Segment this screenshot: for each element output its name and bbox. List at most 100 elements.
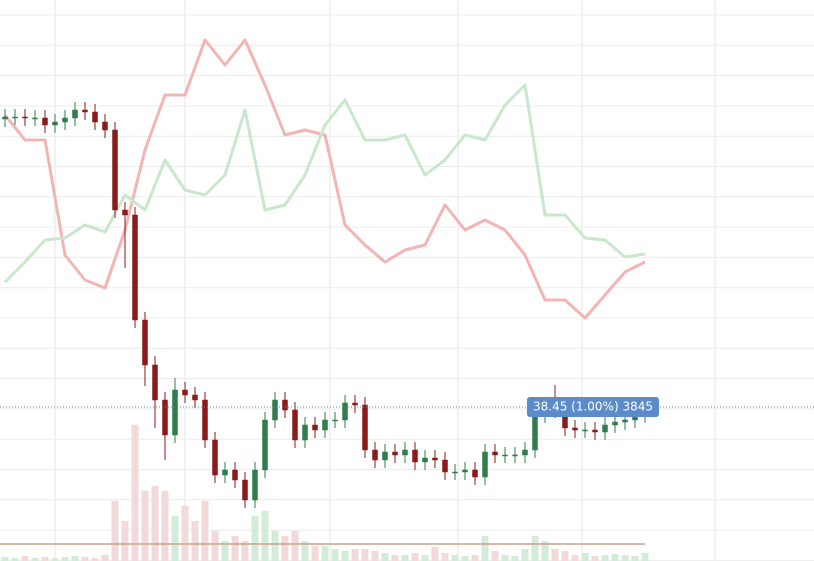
volume-bar [301,540,309,561]
candle-body [262,419,268,471]
candle-body [372,449,378,461]
volume-bar [171,515,179,561]
volume-bar [271,530,279,561]
volume-bar [281,535,289,561]
volume-bar [51,557,59,561]
volume-bar [431,546,439,561]
candle-body [332,419,338,422]
candle-body [2,116,8,120]
volume-bar [131,424,139,561]
volume-bar [251,515,259,561]
candle-body [282,399,288,411]
candle-body [202,399,208,441]
volume-bar [331,548,339,561]
volume-bar [1,556,9,561]
last-price-label: 38.45 (1.00%) 3845 [533,400,653,414]
volume-bar [41,556,49,561]
volume-bar [631,555,639,561]
candle-body [532,414,538,451]
volume-bar [611,553,619,561]
candle-body [82,109,88,113]
candle-body [32,117,38,120]
candle-body [622,419,628,423]
volume-bar [111,500,119,561]
candle-body [522,449,528,456]
candle-body [312,424,318,431]
candle-body [422,457,428,463]
volume-bar [521,548,529,561]
volume-bar [411,552,419,561]
volume-bar [491,550,499,561]
candle-body [492,451,498,456]
volume-bar [101,554,109,561]
candle-body [142,319,148,366]
candle-body [242,479,248,501]
candle-body [612,421,618,426]
candle-body [442,459,448,473]
volume-bar [501,554,509,561]
volume-bar [71,555,79,561]
candle-body [362,404,368,451]
label-layer: 38.45 (1.00%) 3845 [0,397,814,417]
volume-bar [511,555,519,561]
candle-body [322,419,328,431]
volume-bar [441,552,449,561]
candle-body [182,389,188,396]
volume-bar [121,520,129,561]
volume-bar [371,550,379,561]
overlay-line [3,38,646,320]
volume-bar [361,548,369,561]
candle-body [212,439,218,476]
candle-body [592,429,598,433]
candle-body [252,469,258,501]
candle-body [502,454,508,457]
candle-body [342,402,348,421]
volume-bar [191,520,199,561]
candle-body [572,427,578,431]
volume-bar [241,540,249,561]
candle-body [402,449,408,456]
volume-bar [551,548,559,561]
volume-bar [581,552,589,561]
candle-body [102,121,108,131]
volume-bar [151,485,159,561]
volume-bar [181,505,189,561]
candle-body [432,457,438,461]
candle-body [42,117,48,126]
volume-bar [641,552,649,561]
volume-bar [601,554,609,561]
volume-bar [21,555,29,561]
candle-body [72,109,78,119]
candle-body [222,469,228,476]
overlay-layer [3,38,646,320]
volume-bar [161,490,169,561]
candle-body [272,399,278,421]
volume-bar [211,530,219,561]
candle-body [602,424,608,433]
candle-body [462,469,468,473]
volume-bar [621,554,629,561]
candle-body [292,409,298,441]
volume-bar [61,556,69,561]
volume-bar [91,557,99,561]
candle-body [412,449,418,463]
volume-bar [291,530,299,561]
volume-bar [471,554,479,561]
volume-bar [481,535,489,561]
candle-body [52,121,58,126]
candle-body [582,429,588,432]
candle-body [352,402,358,406]
volume-bar [381,552,389,561]
volume-bar [451,554,459,561]
candle-body [382,451,388,461]
volume-bar [571,554,579,561]
candle-body [112,129,118,211]
candle-body [472,469,478,478]
candle-body [232,469,238,481]
volume-bar [341,550,349,561]
candle-body [392,451,398,456]
volume-bar [221,540,229,561]
candle-body [22,116,28,119]
